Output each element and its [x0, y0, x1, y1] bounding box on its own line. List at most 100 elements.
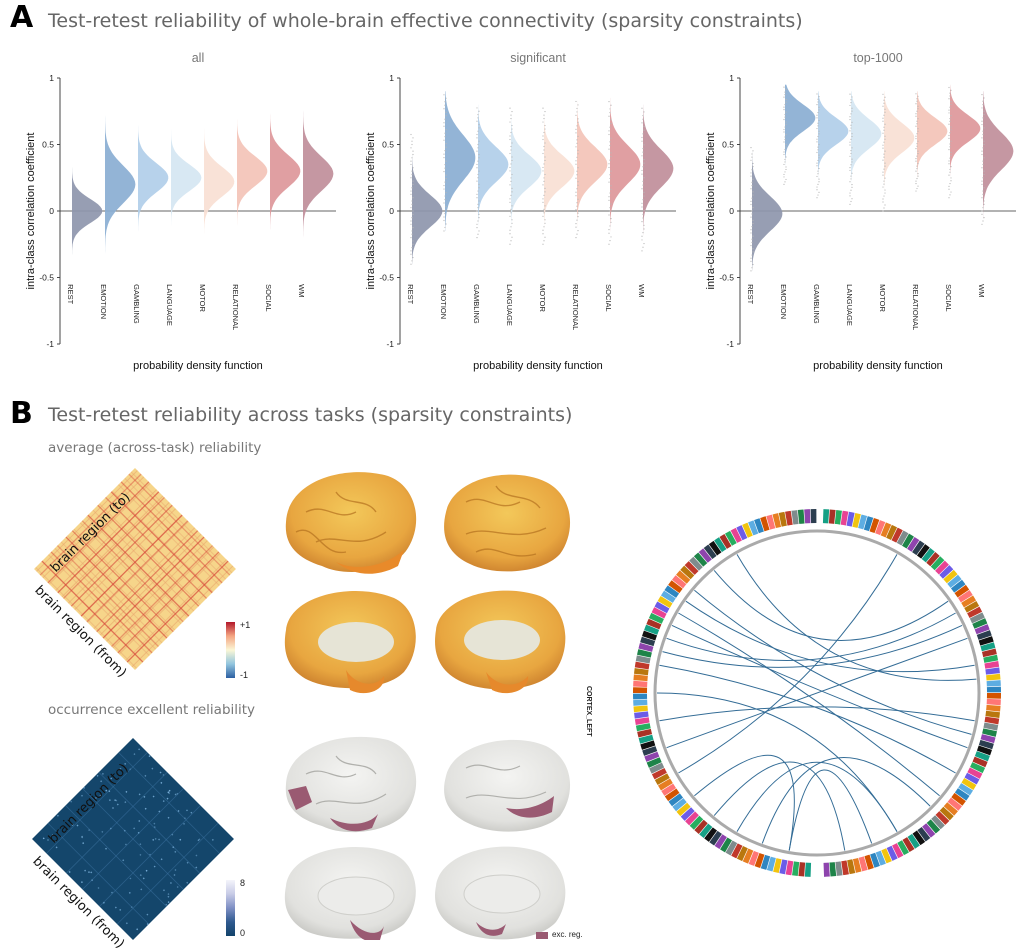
density-wm [303, 104, 334, 271]
point [883, 129, 885, 131]
point [981, 107, 983, 109]
point [981, 94, 983, 96]
point [511, 222, 513, 224]
point [543, 208, 545, 210]
point [445, 129, 447, 131]
point [641, 122, 643, 124]
point [411, 203, 413, 205]
point [917, 175, 919, 177]
ring-segment [720, 837, 732, 853]
matrix-column-line [96, 530, 199, 633]
point [783, 153, 785, 156]
point [784, 148, 786, 151]
point [817, 170, 819, 172]
ring-segment [646, 618, 662, 630]
point [477, 190, 479, 192]
point [544, 156, 546, 158]
ring-segment [986, 680, 1001, 687]
ring-segment [902, 837, 915, 853]
point [818, 96, 820, 98]
ring-segment [880, 522, 892, 538]
matrix-dot [176, 885, 179, 888]
point [948, 197, 950, 199]
density-rest [752, 144, 783, 271]
point [411, 217, 413, 219]
point [818, 157, 820, 159]
point [849, 203, 851, 205]
point [542, 121, 544, 123]
point [544, 159, 546, 162]
matrix-dot [167, 895, 170, 898]
point [444, 104, 446, 106]
point [785, 123, 787, 126]
point [851, 161, 853, 163]
point [949, 95, 951, 97]
ring-segment [689, 556, 703, 571]
ring-segment [869, 518, 880, 534]
point [816, 175, 818, 178]
point [851, 198, 853, 200]
point [443, 219, 445, 222]
ring-segment [754, 518, 764, 534]
y-tick-label: 0 [389, 206, 394, 216]
point [915, 93, 917, 95]
point [476, 237, 478, 239]
point [411, 173, 413, 176]
ring-segment [664, 585, 680, 598]
point [410, 177, 412, 179]
point [577, 212, 579, 214]
average-colorbar [226, 622, 235, 678]
matrix-dot [162, 889, 165, 892]
ring-segment [886, 524, 898, 540]
point [412, 210, 414, 212]
point [575, 191, 577, 193]
point [850, 150, 852, 152]
point [850, 99, 852, 101]
point [510, 212, 512, 214]
point [751, 197, 753, 199]
point [750, 260, 752, 262]
ring-segment [798, 862, 806, 877]
point [411, 230, 413, 232]
ring-segment [896, 530, 909, 546]
occurrence-reliability-title: occurrence excellent reliability [48, 702, 256, 718]
point [642, 217, 644, 219]
point [444, 101, 446, 103]
chord-link [685, 600, 975, 673]
point [509, 166, 511, 169]
density-rest [412, 131, 443, 265]
point [817, 149, 819, 151]
point [509, 215, 511, 217]
point [916, 145, 918, 147]
point [783, 86, 785, 88]
point [948, 109, 950, 111]
ring-segment [785, 510, 793, 526]
point [445, 146, 447, 148]
point [542, 135, 544, 137]
points-emotion [443, 94, 447, 232]
point [477, 233, 479, 235]
point [509, 138, 511, 141]
point [849, 141, 851, 143]
point [981, 167, 983, 169]
chord-link [713, 761, 846, 851]
point [882, 171, 884, 173]
ring-segment [961, 778, 977, 790]
point [641, 235, 643, 237]
point [818, 143, 820, 146]
point [917, 163, 919, 165]
point [443, 125, 445, 127]
point [884, 192, 886, 194]
point [750, 147, 752, 149]
point [784, 161, 786, 163]
point [477, 207, 479, 209]
ring-segment [935, 560, 949, 575]
ring-segment [638, 734, 654, 744]
point [510, 180, 512, 183]
matrix-dot [136, 928, 139, 931]
ring-segment [635, 723, 651, 732]
ring-segment [982, 728, 997, 737]
category-label-gambling: GAMBLING [812, 284, 821, 324]
ring-segment [823, 862, 830, 877]
point [816, 141, 818, 143]
